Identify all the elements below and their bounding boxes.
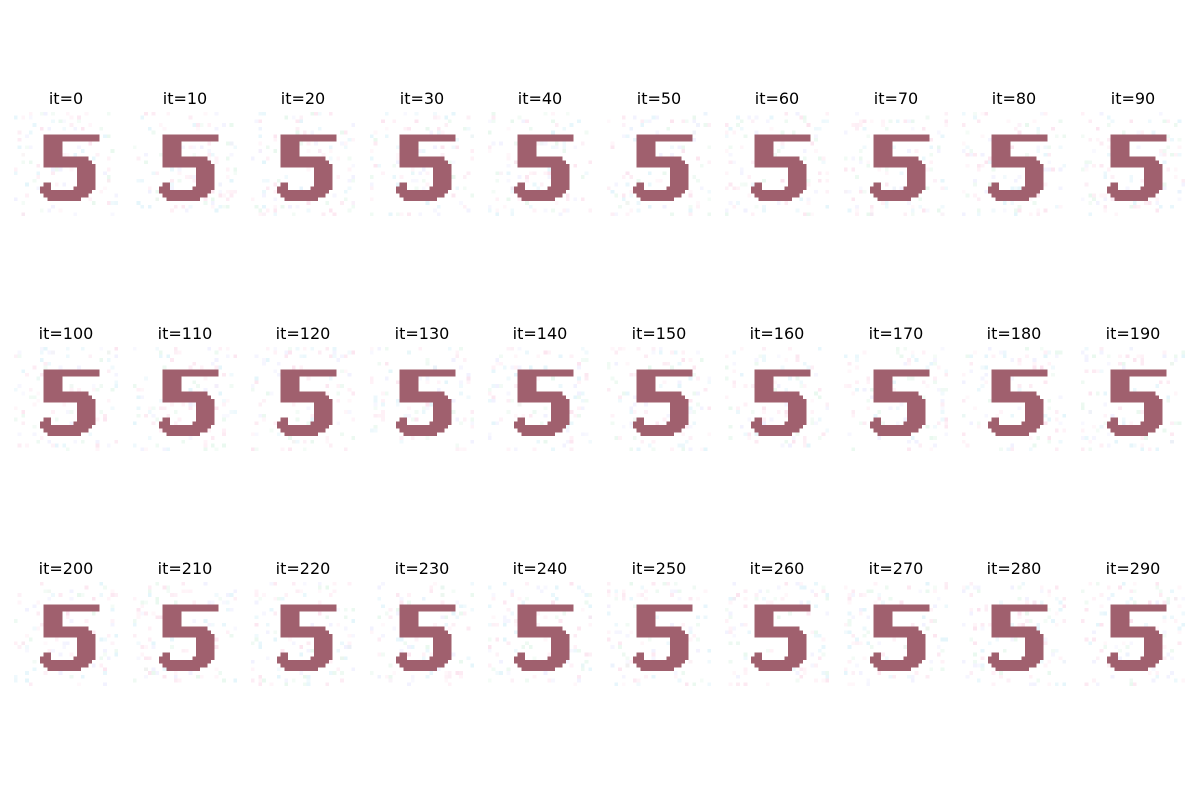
panel-title: it=220 (275, 559, 331, 578)
panel-title: it=170 (868, 324, 924, 343)
digit-image (607, 582, 711, 686)
panel-title: it=270 (868, 559, 924, 578)
panel-title: it=120 (275, 324, 331, 343)
panel-title: it=160 (749, 324, 805, 343)
digit-image (14, 582, 118, 686)
panel-title: it=20 (280, 89, 326, 108)
digit-image (1081, 112, 1185, 216)
digit-image (962, 347, 1066, 451)
panel-title: it=80 (991, 89, 1037, 108)
panel-title: it=10 (162, 89, 208, 108)
panel-title: it=60 (754, 89, 800, 108)
panel-title: it=290 (1105, 559, 1161, 578)
digit-image (14, 347, 118, 451)
digit-image (962, 112, 1066, 216)
digit-image (488, 112, 592, 216)
panel-title: it=140 (512, 324, 568, 343)
digit-image (488, 347, 592, 451)
panel-title: it=0 (48, 89, 84, 108)
digit-image (133, 582, 237, 683)
digit-image (962, 582, 1066, 686)
panel-title: it=110 (157, 324, 213, 343)
panel-title: it=230 (394, 559, 450, 578)
digit-image (725, 112, 829, 216)
digit-image (1081, 582, 1185, 686)
digit-image (251, 582, 355, 686)
panel-title: it=130 (394, 324, 450, 343)
digit-image (725, 582, 829, 686)
panel-title: it=250 (631, 559, 687, 578)
panel-title: it=200 (38, 559, 94, 578)
panel-title: it=100 (38, 324, 94, 343)
panel-title: it=180 (986, 324, 1042, 343)
digit-image (607, 347, 711, 451)
digit-image (133, 347, 237, 451)
panel-title: it=190 (1105, 324, 1161, 343)
digit-image (370, 347, 474, 451)
digit-image (133, 112, 237, 213)
digit-image (844, 582, 948, 686)
panel-title: it=50 (636, 89, 682, 108)
digit-image (370, 112, 474, 216)
digit-image (251, 347, 355, 451)
panel-title: it=30 (399, 89, 445, 108)
digit-image (844, 112, 948, 216)
digit-image (844, 347, 948, 451)
digit-image (607, 112, 711, 216)
panel-title: it=260 (749, 559, 805, 578)
panel-title: it=240 (512, 559, 568, 578)
digit-image (488, 582, 592, 686)
panel-title: it=210 (157, 559, 213, 578)
digit-image (725, 347, 829, 448)
panel-title: it=40 (517, 89, 563, 108)
digit-image (1081, 347, 1185, 451)
panel-title: it=150 (631, 324, 687, 343)
panel-title: it=70 (873, 89, 919, 108)
digit-image (251, 112, 355, 216)
panel-title: it=280 (986, 559, 1042, 578)
digit-image (370, 582, 474, 686)
digit-image (14, 112, 118, 216)
panel-title: it=90 (1110, 89, 1156, 108)
